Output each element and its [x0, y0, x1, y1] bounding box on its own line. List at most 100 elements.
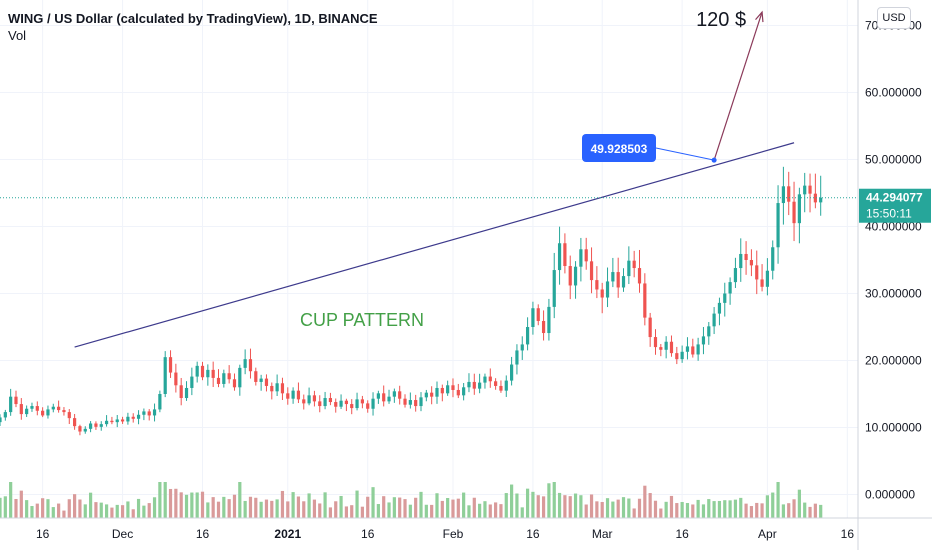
- volume-bar: [20, 491, 23, 518]
- volume-bar: [494, 502, 497, 518]
- candle-body: [542, 321, 545, 333]
- volume-bar: [430, 505, 433, 518]
- candle-body: [377, 393, 380, 398]
- candles: [0, 167, 822, 442]
- candle-body: [180, 385, 183, 398]
- candle-body: [446, 385, 449, 393]
- volume-bar: [302, 501, 305, 518]
- candle-body: [569, 266, 572, 285]
- volume-bar: [531, 492, 534, 518]
- candle-body: [297, 391, 300, 400]
- candle-body: [30, 406, 33, 409]
- volume-bar: [196, 492, 199, 518]
- volume-bar: [4, 496, 7, 518]
- candle-body: [766, 271, 769, 287]
- volume-bar: [792, 499, 795, 518]
- candle-body: [649, 318, 652, 337]
- volume-bar: [515, 494, 518, 518]
- candle-body: [68, 412, 71, 418]
- volume-bar: [718, 501, 721, 518]
- volume-bar: [489, 504, 492, 518]
- volume-bar: [643, 486, 646, 518]
- candle-body: [414, 400, 417, 406]
- volume-bar: [121, 505, 124, 518]
- volume-bar: [334, 501, 337, 518]
- candle-body: [132, 417, 135, 419]
- currency-button[interactable]: USD: [877, 7, 911, 29]
- volume-bar: [744, 504, 747, 518]
- candle-body: [350, 404, 353, 408]
- volume-bar: [323, 492, 326, 518]
- volume-bar: [675, 503, 678, 518]
- volume-bar: [510, 485, 513, 518]
- candle-body: [307, 395, 310, 403]
- candle-body: [808, 186, 811, 194]
- x-tick-label: 16: [36, 527, 50, 541]
- candle-body: [313, 395, 316, 401]
- volume-bar: [601, 502, 604, 518]
- volume-bar: [387, 502, 390, 518]
- last-price-countdown: 15:50:11: [866, 207, 912, 221]
- x-tick-label: 16: [361, 527, 375, 541]
- volume-bar: [377, 504, 380, 518]
- volume-bar: [457, 499, 460, 518]
- volume-bar: [382, 496, 385, 518]
- y-tick-label: 60.000000: [865, 86, 922, 100]
- volume-bar: [355, 491, 358, 518]
- candle-body: [292, 391, 295, 399]
- volume-bar: [553, 482, 556, 518]
- x-tick-label: 16: [675, 527, 689, 541]
- volume-bar: [665, 502, 668, 518]
- volume-bar: [526, 489, 529, 518]
- volume-bar: [313, 500, 316, 518]
- volume-bar: [691, 504, 694, 518]
- volume-bar: [228, 499, 231, 518]
- candle-body: [505, 381, 508, 391]
- candle-body: [686, 346, 689, 351]
- volume-bar: [734, 500, 737, 518]
- candle-body: [654, 337, 657, 347]
- candle-body: [489, 377, 492, 382]
- volume-bar: [681, 502, 684, 518]
- volume-bar: [265, 500, 268, 518]
- candle-body: [323, 398, 326, 406]
- volume-bars: [0, 482, 822, 518]
- volume-bar: [435, 493, 438, 518]
- candle-body: [574, 267, 577, 286]
- candle-body: [201, 366, 204, 377]
- volume-bar: [14, 499, 17, 518]
- volume-bar: [750, 506, 753, 518]
- grid: [0, 0, 858, 518]
- candle-body: [206, 370, 209, 377]
- volume-bar: [158, 482, 161, 518]
- candle-body: [190, 377, 193, 388]
- candle-body: [579, 249, 582, 266]
- candle-body: [553, 270, 556, 307]
- volume-bar: [633, 508, 636, 518]
- candle-body: [606, 281, 609, 297]
- volume-bar: [739, 498, 742, 518]
- candle-body: [270, 386, 273, 391]
- volume-bar: [403, 499, 406, 518]
- candle-body: [46, 409, 49, 415]
- target-arrow-line: [714, 12, 762, 160]
- candle-body: [670, 342, 673, 353]
- candle-body: [366, 403, 369, 408]
- candle-body: [249, 359, 252, 371]
- candle-body: [744, 254, 747, 260]
- candle-body: [318, 401, 321, 406]
- candle-body: [691, 346, 694, 354]
- volume-bar: [169, 489, 172, 518]
- volume-bar: [148, 503, 151, 518]
- volume-bar: [425, 505, 428, 518]
- volume-bar: [521, 507, 524, 518]
- volume-bar: [297, 497, 300, 518]
- candle-body: [100, 424, 103, 427]
- volume-bar: [702, 504, 705, 518]
- candle-body: [760, 279, 763, 286]
- volume-bar: [728, 500, 731, 518]
- volume-bar: [467, 505, 470, 518]
- volume-bar: [100, 503, 103, 518]
